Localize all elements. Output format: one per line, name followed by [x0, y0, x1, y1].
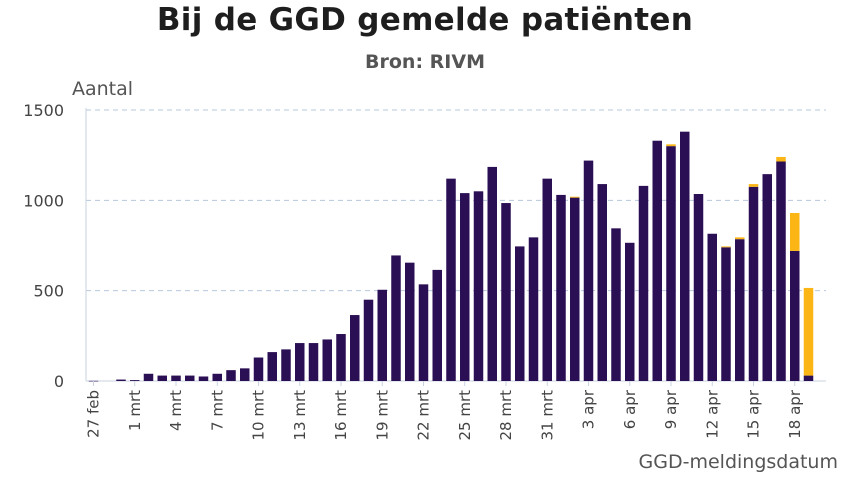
x-tick-label: 28 mrt: [497, 390, 515, 441]
bar-19-mrt-s0: [377, 289, 387, 381]
bar-25-mrt-s0: [460, 193, 470, 381]
x-tick-label: 16 mrt: [332, 390, 350, 441]
bar-19-apr-s0: [803, 375, 814, 381]
x-tick-label: 10 mrt: [250, 390, 268, 441]
chart-subtitle: Bron: RIVM: [365, 51, 485, 73]
bar-21-mrt-s0: [405, 262, 415, 381]
bar-18-apr-s1: [790, 212, 800, 251]
bar-30-mrt-s0: [528, 237, 539, 381]
bar-1-apr-s0: [556, 194, 566, 381]
bar-29-feb-s0: [116, 379, 126, 381]
bar-17-apr-s1: [776, 156, 786, 162]
bar-3-apr-s0: [583, 160, 594, 381]
bar-6-mrt-s0: [198, 376, 209, 381]
bar-10-mrt-s0: [253, 357, 264, 381]
y-tick-label: 0: [54, 372, 64, 391]
bar-28-mrt-s0: [501, 203, 511, 381]
bar-9-apr-s0: [666, 146, 676, 381]
x-tick-label: 31 mrt: [538, 390, 556, 441]
bar-19-apr-s1: [803, 287, 814, 376]
bar-16-apr-s0: [762, 174, 772, 381]
bar-4-mrt-s0: [171, 375, 181, 381]
bar-7-mrt-s0: [212, 373, 222, 381]
bar-15-apr-s0: [748, 186, 759, 381]
x-tick-label: 12 apr: [703, 389, 721, 439]
bar-2-apr-s1: [570, 196, 580, 198]
bar-2-apr-s0: [570, 197, 580, 381]
bar-31-mrt-s0: [542, 178, 552, 381]
bar-13-mrt-s0: [295, 343, 305, 381]
bar-5-mrt-s0: [185, 375, 195, 381]
bar-6-apr-s0: [625, 242, 635, 381]
bar-12-mrt-s0: [281, 349, 291, 381]
bar-23-mrt-s0: [432, 269, 442, 381]
x-tick-label: 22 mrt: [415, 390, 433, 441]
bar-17-mrt-s0: [350, 315, 360, 381]
x-tick-label: 7 mrt: [208, 390, 226, 431]
y-tick-label: 1500: [23, 101, 64, 120]
bar-1-mrt-s0: [130, 380, 140, 381]
bar-29-mrt-s0: [515, 246, 525, 381]
bar-27-mrt-s0: [487, 166, 497, 381]
bar-20-mrt-s0: [391, 255, 401, 381]
bar-3-mrt-s0: [157, 375, 167, 381]
x-tick-label: 4 mrt: [167, 390, 185, 431]
bar-14-mrt-s0: [308, 343, 319, 381]
x-tick-label: 15 apr: [745, 389, 763, 439]
y-tick-label: 500: [33, 282, 64, 301]
bar-4-apr-s0: [597, 184, 607, 381]
bar-8-mrt-s0: [226, 370, 236, 381]
y-axis-label: Aantal: [72, 78, 134, 100]
bar-26-mrt-s0: [473, 191, 484, 381]
bar-15-apr-s1: [748, 184, 759, 187]
x-tick-label: 25 mrt: [456, 390, 474, 441]
bar-9-apr-s1: [666, 144, 676, 147]
bar-18-apr-s0: [790, 250, 800, 381]
x-tick-label: 27 feb: [85, 390, 103, 438]
x-tick-label: 18 apr: [786, 389, 804, 439]
chart-title: Bij de GGD gemelde patiënten: [156, 2, 694, 38]
x-tick-label: 3 apr: [580, 389, 598, 429]
bar-14-apr-s0: [735, 239, 745, 381]
x-tick-label: 13 mrt: [291, 390, 309, 441]
bar-16-mrt-s0: [336, 334, 346, 381]
x-tick-label: 1 mrt: [126, 390, 144, 431]
bar-11-mrt-s0: [267, 352, 277, 381]
bar-5-apr-s0: [611, 228, 621, 381]
bar-8-apr-s0: [652, 140, 662, 381]
bar-15-mrt-s0: [322, 339, 332, 381]
bar-2-mrt-s0: [143, 373, 154, 381]
bar-13-apr-s1: [721, 246, 731, 248]
x-tick-label: 19 mrt: [373, 390, 391, 441]
bar-11-apr-s0: [693, 194, 704, 381]
bar-14-apr-s1: [735, 237, 745, 240]
bar-13-apr-s0: [721, 247, 731, 381]
x-tick-label: 9 apr: [662, 389, 680, 429]
bar-7-apr-s0: [638, 185, 649, 381]
bar-22-mrt-s0: [418, 284, 429, 381]
bar-17-apr-s0: [776, 161, 786, 381]
x-axis-label: GGD-meldingsdatum: [638, 451, 838, 473]
bar-24-mrt-s0: [446, 178, 456, 381]
bar-12-apr-s0: [707, 233, 717, 381]
y-tick-label: 1000: [23, 191, 64, 210]
x-tick-label: 6 apr: [621, 389, 639, 429]
bar-18-mrt-s0: [363, 299, 374, 381]
bar-10-apr-s0: [680, 131, 690, 381]
bar-9-mrt-s0: [240, 368, 250, 381]
